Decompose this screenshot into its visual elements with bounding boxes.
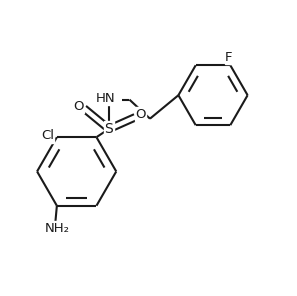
Text: O: O: [135, 108, 146, 121]
Text: O: O: [73, 100, 84, 113]
Text: NH₂: NH₂: [44, 222, 69, 235]
Text: F: F: [225, 51, 233, 64]
Text: S: S: [105, 122, 113, 136]
Text: Cl: Cl: [41, 129, 54, 142]
Text: HN: HN: [96, 92, 116, 105]
